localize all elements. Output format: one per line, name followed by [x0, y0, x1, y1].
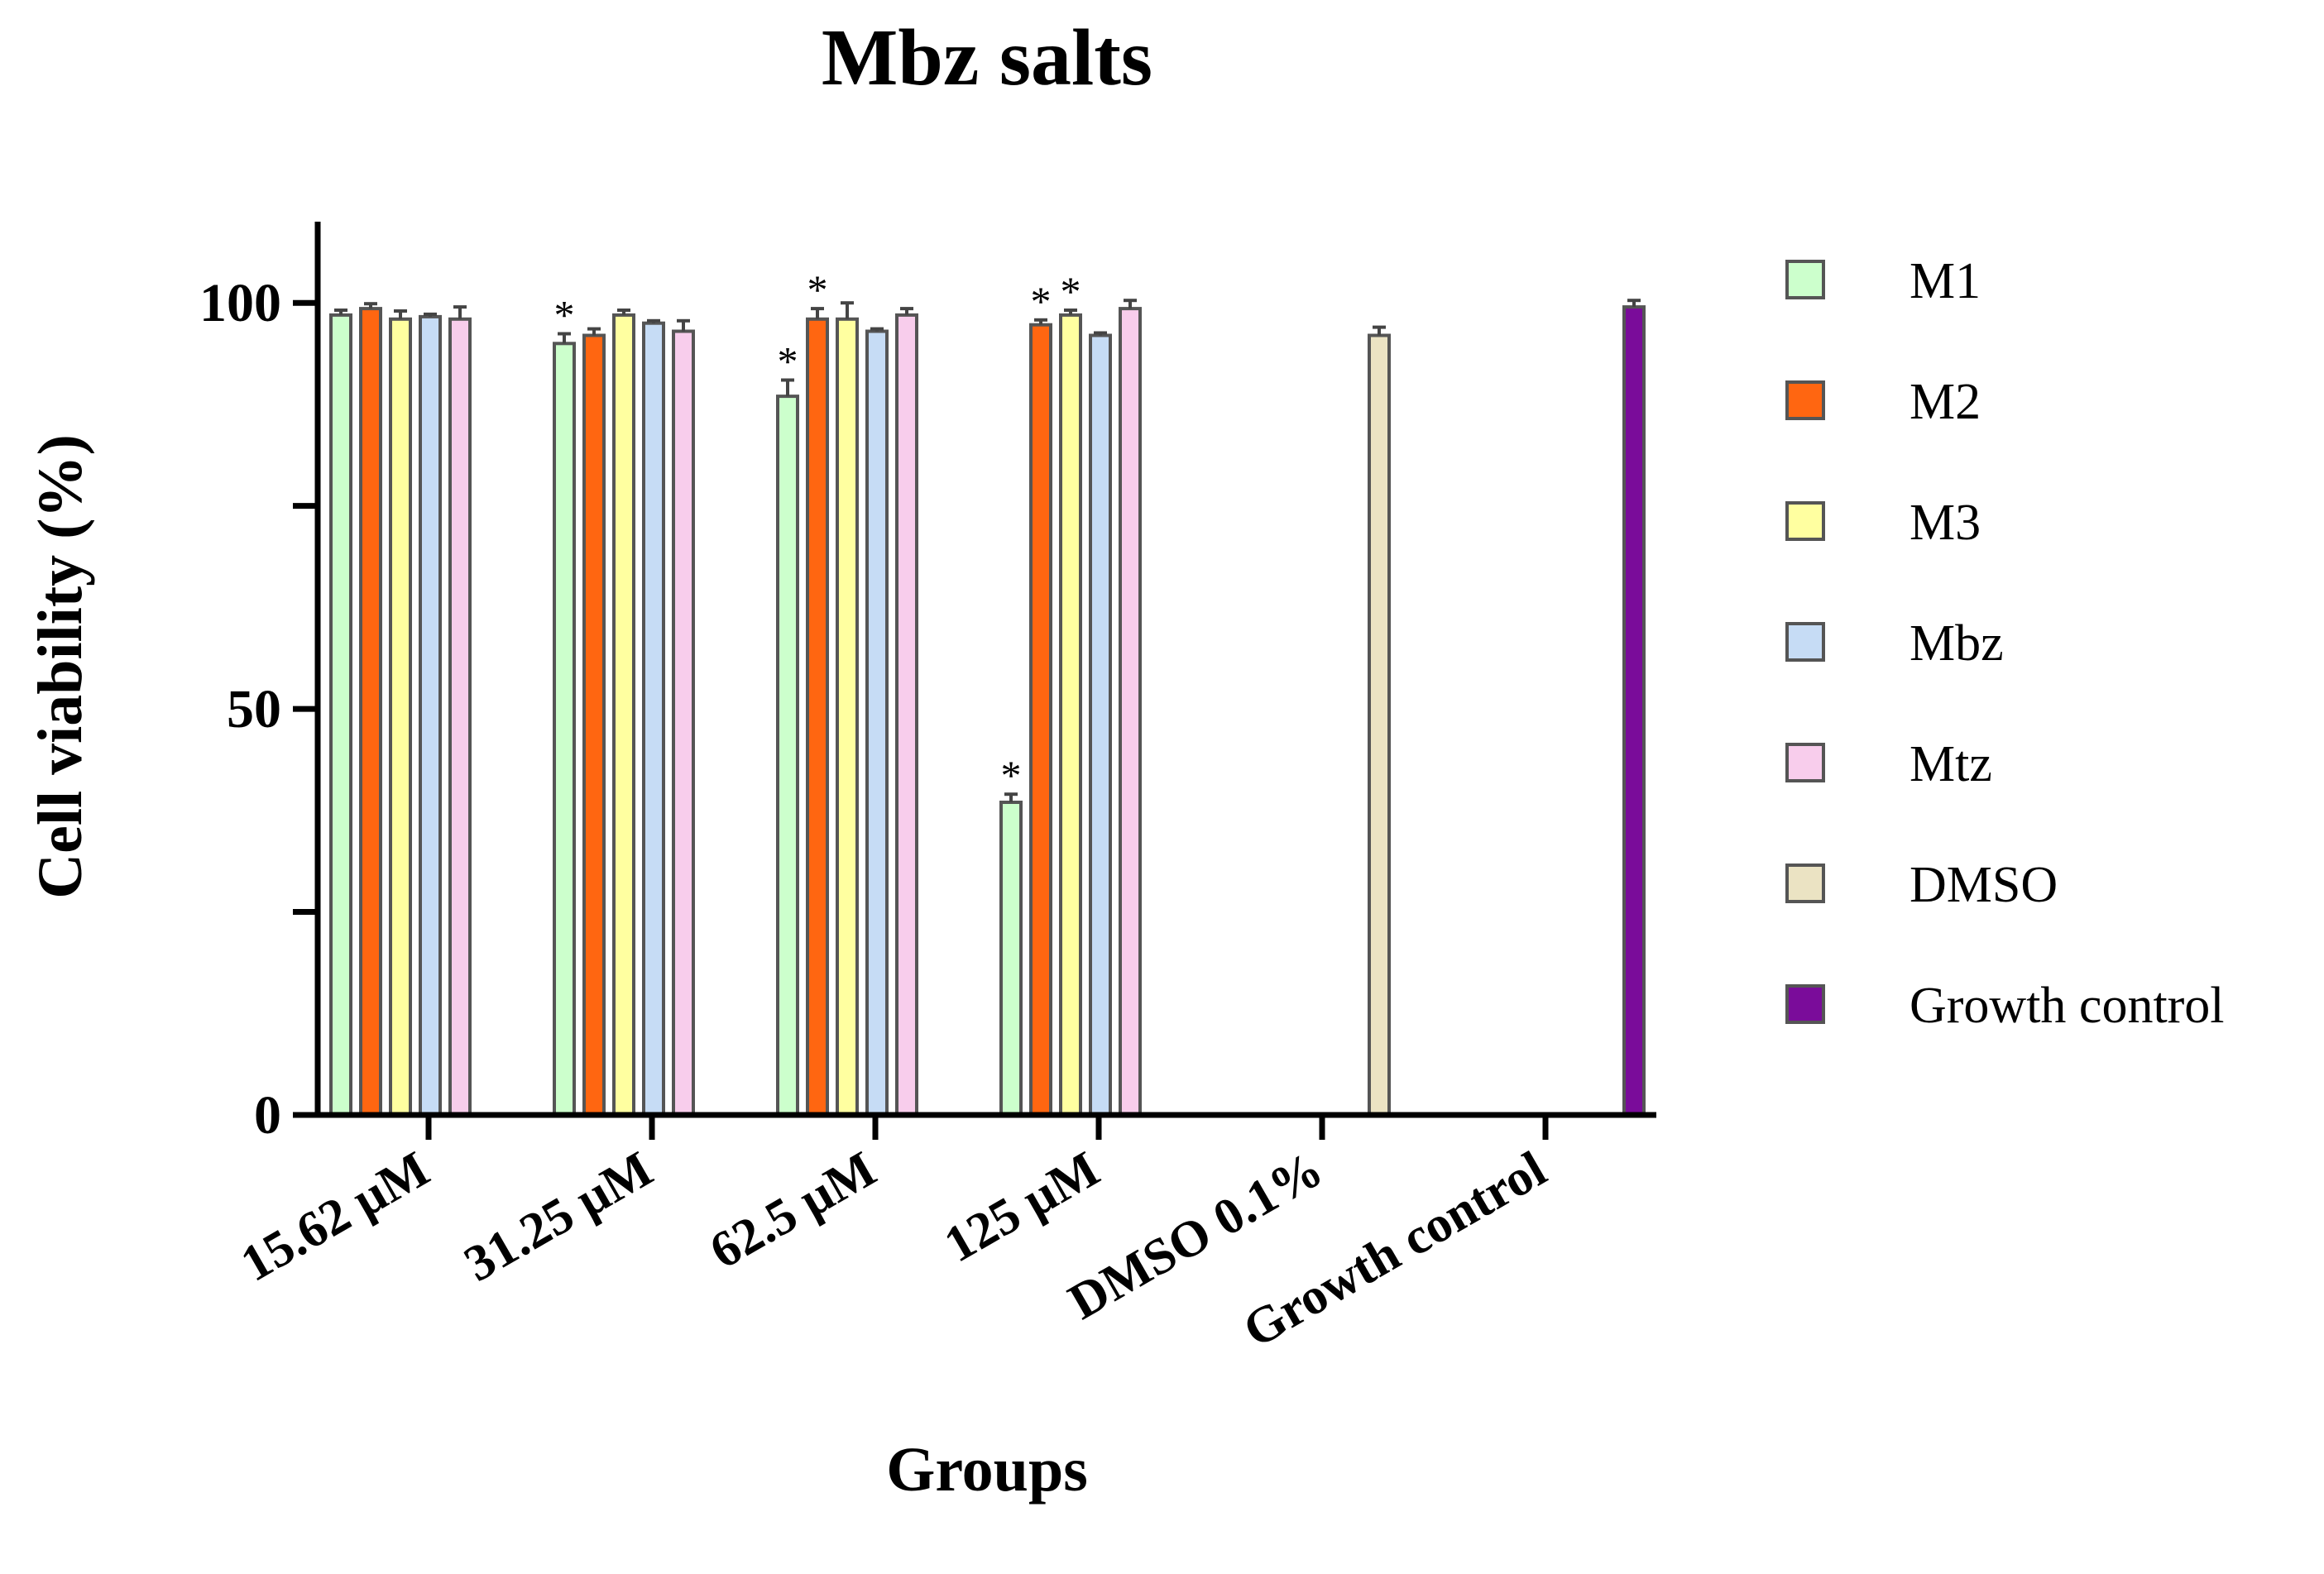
y-tick-label: 100 — [199, 273, 281, 333]
bar — [1089, 333, 1112, 1117]
significance-marker: * — [807, 266, 828, 313]
legend-swatch — [1785, 380, 1825, 420]
x-tick-label: 62.5 µM — [701, 1141, 885, 1280]
x-tick-label: 15.62 µM — [232, 1141, 438, 1293]
legend-label: Mtz — [1910, 736, 1992, 792]
x-tick-label: 31.25 µM — [455, 1141, 662, 1293]
chart-title: Mbz salts — [822, 13, 1152, 103]
bar — [1368, 333, 1391, 1117]
legend-label: M1 — [1910, 253, 1981, 309]
legend-swatch — [1785, 501, 1825, 541]
bar — [419, 314, 442, 1117]
bar — [612, 313, 635, 1117]
bar — [999, 801, 1023, 1117]
significance-marker: * — [1001, 752, 1022, 798]
bar — [1119, 307, 1142, 1117]
y-tick-label: 0 — [254, 1085, 281, 1146]
bar — [806, 317, 829, 1117]
bar — [389, 317, 412, 1117]
legend-label: M3 — [1910, 495, 1981, 551]
legend-label: DMSO — [1910, 857, 2058, 913]
legend-swatch — [1785, 864, 1825, 903]
bar — [672, 329, 695, 1117]
significance-marker: * — [1031, 278, 1052, 324]
bar — [582, 333, 606, 1117]
plot-bars: ***** * — [329, 266, 1646, 1117]
bar — [329, 313, 352, 1117]
significance-marker: * — [554, 292, 575, 338]
x-tick-label: 125 µM — [935, 1141, 1109, 1273]
y-tick-label: 50 — [227, 679, 281, 739]
bar — [836, 317, 859, 1117]
y-axis-title: Cell viability (%) — [26, 434, 95, 899]
legend-label: Mbz — [1910, 615, 2004, 672]
bar — [776, 395, 799, 1117]
significance-marker: * — [1061, 268, 1081, 314]
bar — [553, 342, 576, 1117]
x-axis-title: Groups — [886, 1435, 1088, 1505]
bar — [448, 317, 472, 1117]
bar — [1029, 323, 1052, 1117]
legend-swatch — [1785, 260, 1825, 299]
bar — [1059, 313, 1082, 1117]
significance-marker: * — [778, 338, 798, 385]
legend-swatch — [1785, 984, 1825, 1024]
bar — [865, 329, 889, 1117]
legend-swatch — [1785, 743, 1825, 782]
bar — [1622, 305, 1646, 1117]
legend-label: M2 — [1910, 374, 1981, 430]
legend-label: Growth control — [1910, 978, 2225, 1034]
bar — [642, 321, 665, 1117]
legend: M1 M2 M3 Mbz Mtz DMSO Growth control — [1785, 253, 2225, 1034]
legend-swatch — [1785, 622, 1825, 662]
bar — [895, 313, 918, 1117]
bar — [359, 307, 382, 1117]
